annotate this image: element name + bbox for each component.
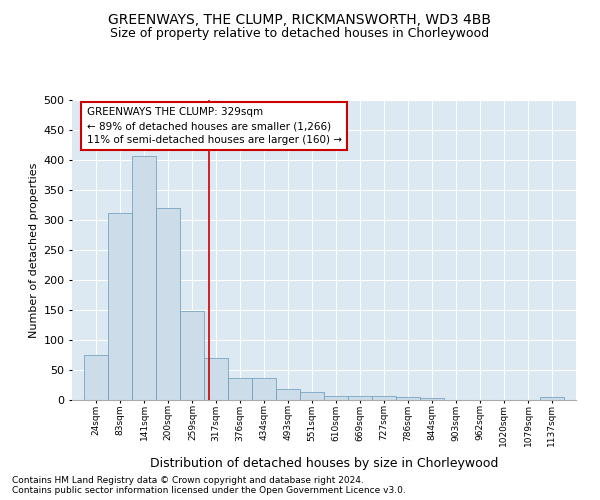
Y-axis label: Number of detached properties: Number of detached properties (29, 162, 39, 338)
Bar (540, 397, 564, 400)
Bar (109, 213, 132, 400)
Text: GREENWAYS, THE CLUMP, RICKMANSWORTH, WD3 4BB: GREENWAYS, THE CLUMP, RICKMANSWORTH, WD3… (109, 12, 491, 26)
Text: Size of property relative to detached houses in Chorleywood: Size of property relative to detached ho… (110, 28, 490, 40)
Bar (277, 389, 300, 400)
Bar (181, 311, 204, 400)
Bar (396, 397, 420, 400)
Text: Contains HM Land Registry data © Crown copyright and database right 2024.: Contains HM Land Registry data © Crown c… (12, 476, 364, 485)
X-axis label: Distribution of detached houses by size in Chorleywood: Distribution of detached houses by size … (150, 458, 498, 470)
Bar (204, 358, 228, 400)
Bar (229, 378, 252, 400)
Bar (300, 392, 324, 400)
Bar (420, 398, 444, 400)
Bar (132, 156, 156, 400)
Text: GREENWAYS THE CLUMP: 329sqm
← 89% of detached houses are smaller (1,266)
11% of : GREENWAYS THE CLUMP: 329sqm ← 89% of det… (86, 107, 341, 145)
Bar (252, 378, 276, 400)
Bar (84, 355, 108, 400)
Bar (349, 396, 372, 400)
Bar (324, 396, 348, 400)
Text: Contains public sector information licensed under the Open Government Licence v3: Contains public sector information licen… (12, 486, 406, 495)
Bar (372, 396, 396, 400)
Bar (157, 208, 180, 400)
